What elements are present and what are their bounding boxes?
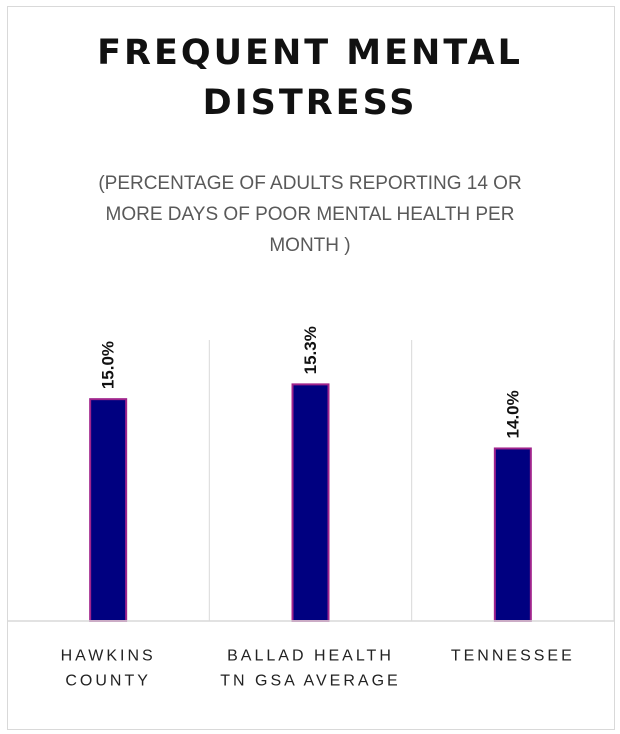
category-label: TN GSA AVERAGE [220,673,400,690]
bar-2 [493,447,532,622]
data-label: 14.0% [503,390,522,438]
category-label: HAWKINS [61,648,156,665]
chart-title-line-1: FREQUENT MENTAL [97,33,523,73]
chart-title: FREQUENT MENTAL DISTRESS [0,28,620,128]
category-label: COUNTY [65,673,151,690]
bar-1 [291,383,330,622]
chart-subtitle: (PERCENTAGE OF ADULTS REPORTING 14 OR MO… [98,173,522,256]
chart-title-line-2: DISTRESS [202,83,418,123]
category-label: TENNESSEE [451,648,575,665]
data-label: 15.3% [301,326,320,374]
bar-0 [89,398,128,622]
data-label: 15.0% [99,341,118,389]
category-label: BALLAD HEALTH [227,648,394,665]
